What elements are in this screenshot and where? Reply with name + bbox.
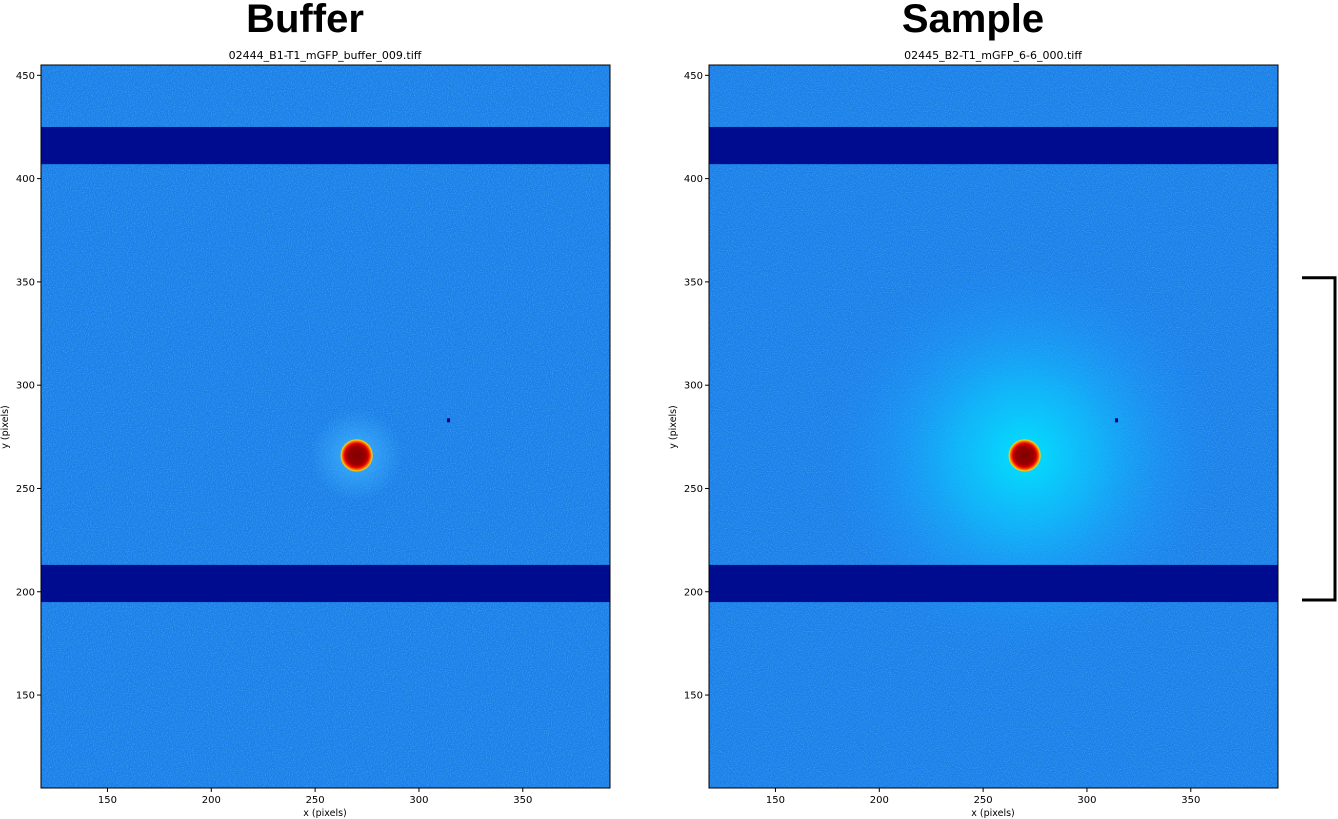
sample-y-tick-label: 400 <box>684 174 703 185</box>
sample-masked-band-lower <box>709 564 1278 603</box>
sample-panel: Sample 02445_B2-T1_mGFP_6-6_000.tiff 150… <box>668 0 1279 819</box>
buffer-axes-frame <box>40 64 611 789</box>
sample-y-tick-label: 350 <box>684 277 703 288</box>
sample-y-tick-label: 250 <box>684 484 703 495</box>
sample-masked-band-upper <box>709 126 1278 165</box>
sample-file-title: 02445_B2-T1_mGFP_6-6_000.tiff <box>904 49 1082 62</box>
buffer-y-tick-label: 200 <box>16 587 35 598</box>
sample-x-tick-label: 350 <box>1181 795 1200 806</box>
sample-x-tick-label: 200 <box>870 795 889 806</box>
buffer-panel: Buffer 02444_B1-T1_mGFP_buffer_009.tiff … <box>0 0 611 819</box>
sample-x-tick-label: 300 <box>1077 795 1096 806</box>
buffer-x-tick-label: 350 <box>513 795 532 806</box>
sample-axes-frame <box>708 64 1279 789</box>
buffer-y-tick-label: 450 <box>16 71 35 82</box>
sample-x-tick-label: 150 <box>766 795 785 806</box>
sample-dead-pixel <box>1115 418 1119 423</box>
sample-x-tick-label: 250 <box>974 795 993 806</box>
buffer-y-tick-label: 350 <box>16 277 35 288</box>
buffer-x-tick-label: 200 <box>202 795 221 806</box>
buffer-y-tick-label: 300 <box>16 381 35 392</box>
buffer-masked-band-upper <box>41 126 610 165</box>
sample-image <box>709 65 1278 788</box>
sample-x-ticks: 150 200 250 300 350 <box>766 788 1200 806</box>
buffer-x-ticks: 150 200 250 300 350 <box>98 788 532 806</box>
sample-y-label: y (pixels) <box>668 405 679 449</box>
buffer-beamstop <box>340 438 374 473</box>
buffer-y-ticks: 150 200 250 300 350 400 450 <box>16 71 41 702</box>
region-bracket <box>1302 276 1337 602</box>
buffer-file-title: 02444_B1-T1_mGFP_buffer_009.tiff <box>229 49 422 62</box>
sample-heading: Sample <box>902 0 1044 41</box>
sample-y-ticks: 150 200 250 300 350 400 450 <box>684 71 709 702</box>
buffer-y-tick-label: 400 <box>16 174 35 185</box>
sample-y-tick-label: 300 <box>684 381 703 392</box>
sample-beamstop <box>1008 438 1042 473</box>
buffer-x-tick-label: 150 <box>98 795 117 806</box>
buffer-x-tick-label: 250 <box>306 795 325 806</box>
buffer-x-label: x (pixels) <box>303 808 347 819</box>
sample-y-tick-label: 450 <box>684 71 703 82</box>
buffer-masked-band-lower <box>41 564 610 603</box>
buffer-image <box>41 65 610 788</box>
buffer-y-tick-label: 250 <box>16 484 35 495</box>
buffer-y-label: y (pixels) <box>0 405 11 449</box>
buffer-dead-pixel <box>447 418 451 423</box>
sample-y-tick-label: 200 <box>684 587 703 598</box>
buffer-x-tick-label: 300 <box>409 795 428 806</box>
sample-x-label: x (pixels) <box>971 808 1015 819</box>
sample-y-tick-label: 150 <box>684 691 703 702</box>
buffer-y-tick-label: 150 <box>16 691 35 702</box>
buffer-heading: Buffer <box>246 0 364 41</box>
